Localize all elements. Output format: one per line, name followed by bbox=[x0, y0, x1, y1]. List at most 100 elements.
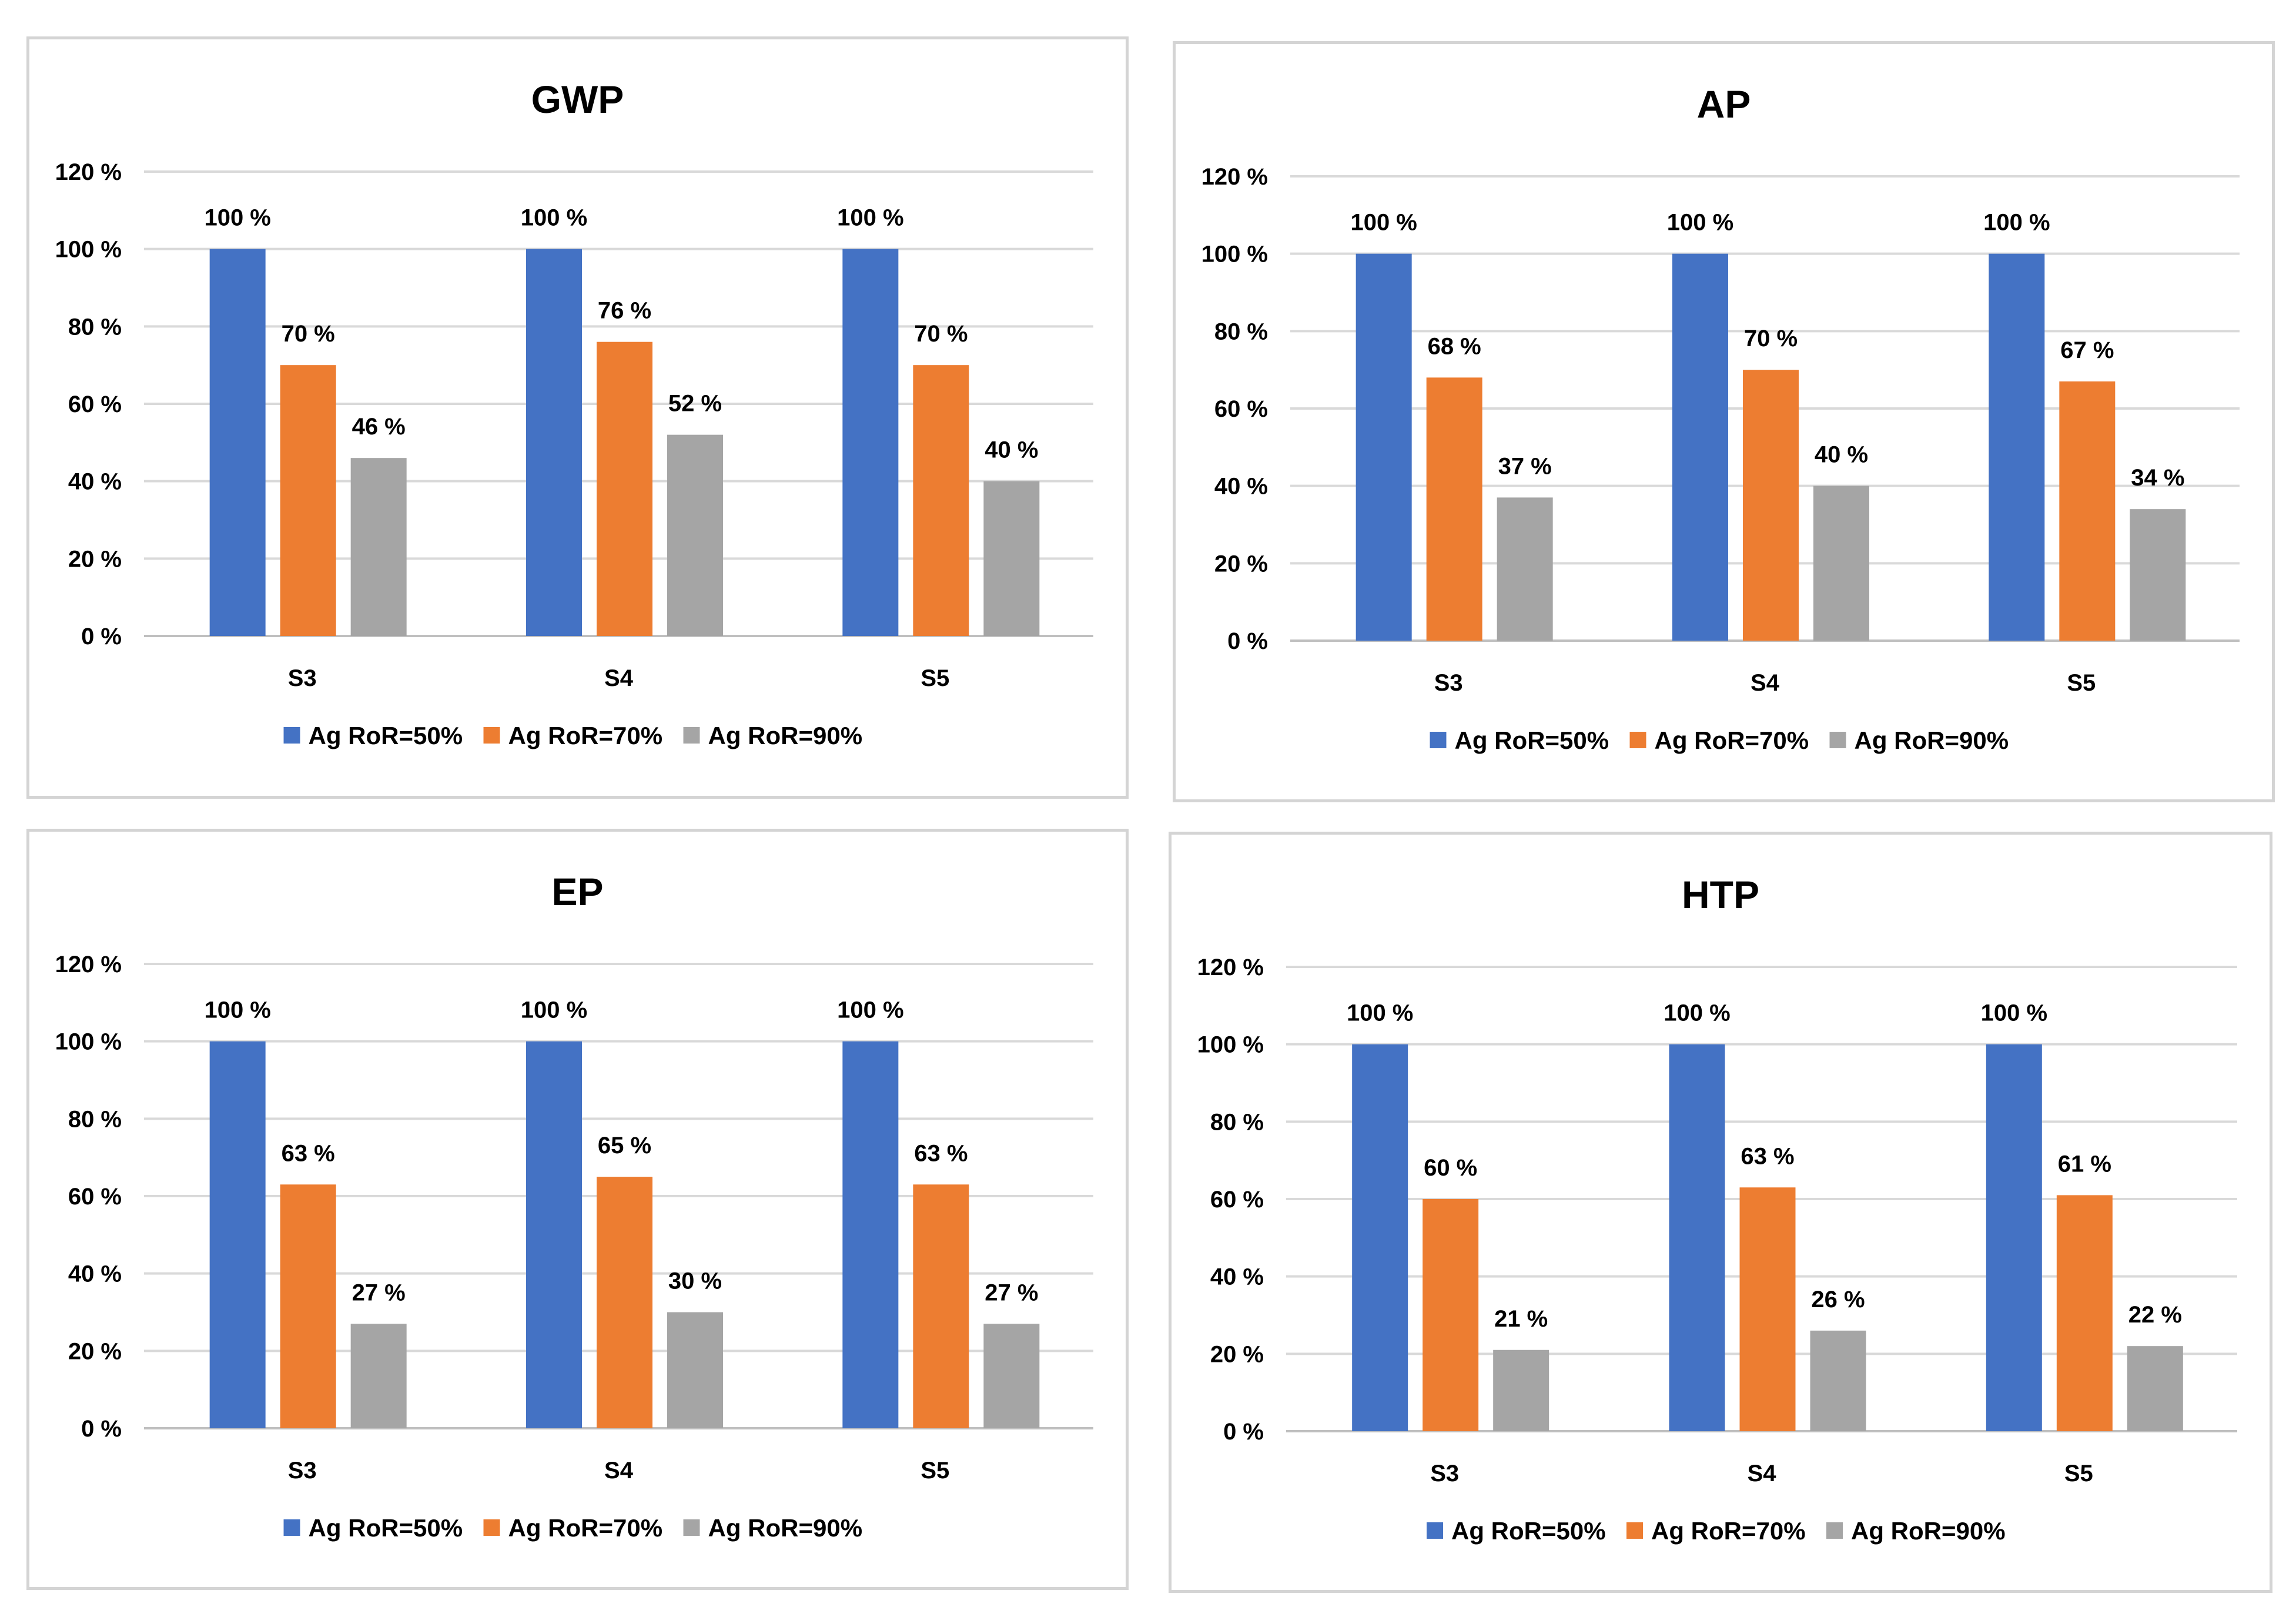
data-label: 40 % bbox=[1815, 442, 1868, 468]
data-label: 46 % bbox=[352, 414, 406, 440]
legend-label: Ag RoR=90% bbox=[708, 722, 863, 749]
legend-label: Ag RoR=70% bbox=[1655, 726, 1809, 754]
bar-s4-ag-ror-70 bbox=[1739, 1187, 1796, 1431]
data-label: 100 % bbox=[521, 205, 587, 231]
chart-title: AP bbox=[1697, 82, 1751, 126]
bar-s4-ag-ror-50 bbox=[526, 249, 582, 637]
bar-s5-ag-ror-50 bbox=[1989, 253, 2045, 641]
y-tick-label: 120 % bbox=[1197, 955, 1264, 980]
legend-swatch-ag-ror-50 bbox=[1430, 732, 1447, 748]
y-tick-label: 60 % bbox=[68, 391, 122, 417]
legend-swatch-ag-ror-90 bbox=[1829, 732, 1846, 748]
chart-gwp: GWP 0 % 20 % 40 % 60 % 80 % 100 % 120 % 100 % 70 … bbox=[55, 78, 1093, 749]
legend-label: Ag RoR=70% bbox=[508, 1514, 663, 1542]
legend-label: Ag RoR=90% bbox=[708, 1514, 863, 1542]
y-tick-label: 100 % bbox=[1197, 1032, 1264, 1058]
y-tick-label: 80 % bbox=[1214, 319, 1268, 344]
y-tick-label: 20 % bbox=[68, 546, 122, 572]
data-label: 40 % bbox=[985, 437, 1038, 463]
bar-s3-ag-ror-50 bbox=[209, 1041, 266, 1428]
chart-panel-ep: EP 0 % 20 % 40 % 60 % 80 % 100 % 120 % 100 % 63 %… bbox=[26, 829, 1129, 1590]
chart-title: EP bbox=[551, 870, 603, 913]
y-tick-label: 40 % bbox=[68, 1261, 122, 1287]
y-tick-label: 40 % bbox=[1214, 474, 1268, 500]
chart-title: HTP bbox=[1682, 873, 1759, 916]
data-label: 76 % bbox=[598, 298, 651, 324]
legend-label: Ag RoR=70% bbox=[508, 722, 663, 749]
legend-swatch-ag-ror-70 bbox=[483, 1519, 500, 1536]
data-label: 63 % bbox=[914, 1140, 968, 1166]
legend-swatch-ag-ror-70 bbox=[1629, 732, 1646, 748]
legend-label: Ag RoR=90% bbox=[1855, 726, 2009, 754]
bar-s3-ag-ror-70 bbox=[280, 365, 336, 636]
legend-swatch-ag-ror-90 bbox=[683, 727, 700, 744]
x-category-label: S3 bbox=[1434, 670, 1463, 696]
x-category-label: S5 bbox=[921, 665, 949, 691]
bar-s5-ag-ror-90 bbox=[983, 481, 1040, 636]
legend-label: Ag RoR=50% bbox=[1455, 726, 1609, 754]
chart-panel-ap: AP 0 % 20 % 40 % 60 % 80 % 100 % 120 % 100 % 68 %… bbox=[1173, 41, 2275, 802]
data-label: 100 % bbox=[1664, 1000, 1730, 1026]
bar-s3-ag-ror-50 bbox=[209, 249, 266, 637]
data-label: 21 % bbox=[1494, 1306, 1548, 1332]
x-category-label: S3 bbox=[1430, 1461, 1459, 1486]
legend-swatch-ag-ror-50 bbox=[1427, 1522, 1443, 1539]
y-tick-label: 20 % bbox=[68, 1338, 122, 1364]
bar-s4-ag-ror-70 bbox=[597, 1177, 652, 1428]
y-tick-label: 0 % bbox=[1227, 628, 1268, 654]
chart-panel-htp: HTP 0 % 20 % 40 % 60 % 80 % 100 % 120 % 100 % 60 … bbox=[1169, 832, 2272, 1593]
bar-s4-ag-ror-70 bbox=[1743, 370, 1799, 641]
chart-htp: HTP 0 % 20 % 40 % 60 % 80 % 100 % 120 % 100 % 60 … bbox=[1197, 873, 2237, 1545]
bar-s3-ag-ror-90 bbox=[1493, 1350, 1549, 1431]
legend-swatch-ag-ror-90 bbox=[1826, 1522, 1843, 1539]
data-label: 67 % bbox=[2060, 337, 2114, 363]
legend-swatch-ag-ror-70 bbox=[1626, 1522, 1643, 1539]
data-label: 100 % bbox=[521, 997, 587, 1023]
y-tick-label: 0 % bbox=[1223, 1419, 1264, 1445]
data-label: 100 % bbox=[1347, 1000, 1413, 1026]
bar-s5-ag-ror-70 bbox=[2056, 1195, 2113, 1431]
data-label: 27 % bbox=[985, 1280, 1038, 1305]
bar-s5-ag-ror-50 bbox=[1986, 1044, 2042, 1431]
data-label: 100 % bbox=[204, 205, 270, 231]
bar-s5-ag-ror-50 bbox=[842, 1041, 899, 1428]
bar-s4-ag-ror-50 bbox=[1672, 253, 1728, 641]
x-category-label: S5 bbox=[2064, 1461, 2093, 1486]
legend-swatch-ag-ror-50 bbox=[283, 727, 300, 744]
data-label: 100 % bbox=[1350, 210, 1417, 236]
bar-s4-ag-ror-90 bbox=[667, 1312, 723, 1428]
bar-s5-ag-ror-50 bbox=[842, 249, 899, 637]
data-label: 61 % bbox=[2058, 1151, 2111, 1177]
data-label: 30 % bbox=[668, 1268, 722, 1294]
chart-panel-gwp: GWP 0 % 20 % 40 % 60 % 80 % 100 % 120 % 100 % 70 … bbox=[26, 36, 1129, 799]
data-label: 27 % bbox=[352, 1280, 406, 1305]
y-tick-label: 60 % bbox=[1210, 1187, 1264, 1213]
y-tick-label: 100 % bbox=[55, 237, 122, 263]
data-label: 70 % bbox=[914, 321, 968, 347]
bar-s5-ag-ror-90 bbox=[2127, 1346, 2183, 1431]
x-category-label: S4 bbox=[604, 665, 634, 691]
bar-s3-ag-ror-70 bbox=[1423, 1199, 1479, 1431]
y-tick-label: 40 % bbox=[68, 469, 122, 495]
data-label: 37 % bbox=[1498, 453, 1552, 479]
legend-label: Ag RoR=70% bbox=[1651, 1517, 1806, 1545]
bar-s5-ag-ror-70 bbox=[913, 1184, 969, 1428]
y-tick-label: 100 % bbox=[1201, 242, 1268, 267]
y-tick-label: 60 % bbox=[68, 1184, 122, 1210]
chart-ep: EP 0 % 20 % 40 % 60 % 80 % 100 % 120 % 100 % 63 %… bbox=[55, 870, 1093, 1542]
data-label: 70 % bbox=[1744, 326, 1798, 351]
x-category-label: S4 bbox=[604, 1458, 634, 1484]
y-tick-label: 20 % bbox=[1210, 1341, 1264, 1367]
data-label: 26 % bbox=[1811, 1287, 1865, 1312]
y-tick-label: 120 % bbox=[55, 952, 122, 977]
y-tick-label: 0 % bbox=[81, 1416, 122, 1442]
bar-s5-ag-ror-90 bbox=[2130, 509, 2186, 641]
data-label: 100 % bbox=[1667, 210, 1733, 236]
legend-swatch-ag-ror-70 bbox=[483, 727, 500, 744]
bar-s3-ag-ror-50 bbox=[1355, 253, 1412, 641]
legend-swatch-ag-ror-50 bbox=[283, 1519, 300, 1536]
x-category-label: S5 bbox=[921, 1458, 949, 1484]
bar-s3-ag-ror-70 bbox=[280, 1184, 336, 1428]
bar-s3-ag-ror-90 bbox=[1497, 497, 1553, 641]
y-tick-label: 80 % bbox=[68, 1106, 122, 1132]
